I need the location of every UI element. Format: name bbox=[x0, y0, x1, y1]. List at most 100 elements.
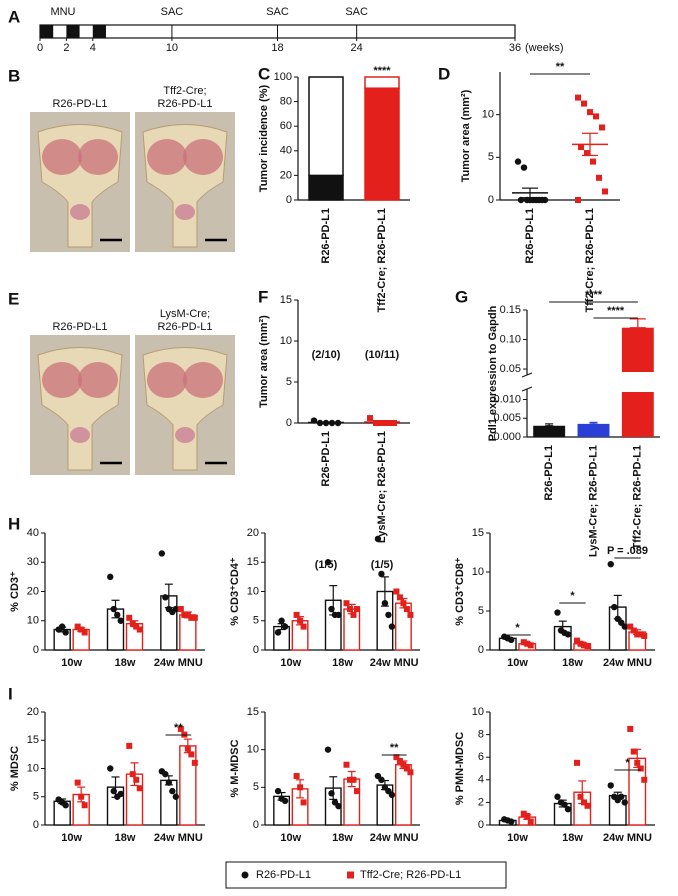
data-point bbox=[581, 642, 587, 649]
y-tick-label: 15 bbox=[472, 527, 484, 539]
data-point bbox=[564, 805, 572, 813]
mnu-label: MNU bbox=[50, 6, 75, 18]
legend-label: R26-PD-L1 bbox=[256, 869, 311, 881]
y-tick-label: 0.15 bbox=[500, 304, 521, 316]
data-point bbox=[527, 642, 534, 649]
data-point bbox=[78, 626, 85, 633]
data-point bbox=[403, 606, 410, 613]
y-tick-label: 10 bbox=[472, 566, 484, 578]
data-point bbox=[524, 812, 531, 819]
data-point bbox=[385, 611, 392, 619]
legend-marker bbox=[241, 871, 249, 879]
data-point bbox=[107, 573, 114, 581]
y-tick-label: 4 bbox=[478, 774, 484, 786]
data-point bbox=[621, 799, 628, 806]
y-tick-label: 100 bbox=[274, 71, 292, 83]
legend-box bbox=[225, 861, 507, 889]
annotation: P = .089 bbox=[607, 545, 648, 557]
data-point bbox=[191, 614, 198, 621]
x-tick-label: LysM-Cre; R26-PD-L1 bbox=[587, 445, 599, 557]
x-tick-label: 18 bbox=[271, 42, 283, 54]
data-point bbox=[393, 588, 400, 595]
y-axis-label: % PMN-MDSC bbox=[454, 732, 466, 805]
tissue-red bbox=[147, 139, 187, 175]
data-point bbox=[181, 611, 188, 618]
x-tick-label: 18w bbox=[332, 657, 353, 669]
data-point bbox=[126, 614, 133, 621]
panel-label: E bbox=[8, 289, 19, 308]
data-point bbox=[575, 197, 581, 203]
bar bbox=[621, 392, 654, 437]
data-point bbox=[328, 605, 335, 613]
data-point bbox=[188, 614, 195, 621]
data-point bbox=[129, 771, 136, 778]
data-point bbox=[136, 785, 143, 792]
data-point bbox=[611, 603, 618, 611]
y-tick-label: 0 bbox=[33, 644, 39, 656]
x-tick-label: 10w bbox=[507, 832, 528, 844]
bar bbox=[621, 327, 654, 372]
data-point bbox=[177, 606, 184, 613]
data-point bbox=[274, 787, 282, 795]
data-point bbox=[343, 761, 350, 768]
data-point bbox=[165, 779, 173, 786]
data-point bbox=[607, 561, 614, 568]
y-axis-label: Pdl1 expression to Gapdh bbox=[487, 305, 499, 441]
y-tick-label: 10 bbox=[247, 585, 259, 597]
data-point bbox=[527, 818, 534, 825]
y-tick-label: 15 bbox=[27, 734, 39, 746]
data-point bbox=[561, 801, 568, 808]
data-point bbox=[58, 623, 66, 630]
y-tick-label: 5 bbox=[488, 151, 494, 163]
y-axis-label: % CD3⁺CD4⁺ bbox=[229, 557, 241, 626]
data-point bbox=[117, 790, 124, 798]
x-tick-label: R26-PD-L1 bbox=[320, 431, 332, 487]
data-point bbox=[388, 791, 396, 799]
tissue-red bbox=[183, 362, 223, 398]
annotation: * bbox=[625, 757, 630, 769]
data-point bbox=[81, 629, 88, 636]
data-point bbox=[162, 594, 169, 601]
photo-caption: R26-PD-L1 bbox=[157, 98, 212, 110]
y-axis-label: % MDSC bbox=[9, 746, 21, 791]
data-point bbox=[627, 725, 634, 732]
data-point bbox=[607, 782, 614, 789]
data-point bbox=[554, 793, 561, 800]
data-point bbox=[535, 196, 543, 204]
photo bbox=[135, 335, 235, 475]
data-point bbox=[508, 636, 515, 644]
y-tick-label: 6 bbox=[478, 751, 484, 763]
x-tick-label: Tff2-Cre; R26-PD-L1 bbox=[584, 208, 596, 313]
data-point bbox=[520, 639, 527, 646]
y-tick-label: 40 bbox=[27, 527, 39, 539]
data-point bbox=[378, 570, 385, 578]
data-point bbox=[324, 559, 332, 566]
data-point bbox=[110, 605, 117, 613]
x-tick-label: 10 bbox=[166, 42, 178, 54]
photo-caption: Tff2-Cre; bbox=[163, 85, 206, 97]
data-point bbox=[577, 793, 584, 800]
y-axis-label: % M-MDSC bbox=[229, 739, 241, 797]
category-note: (2/10) bbox=[312, 349, 341, 361]
data-point bbox=[172, 793, 180, 800]
photo-caption: R26-PD-L1 bbox=[52, 321, 107, 333]
data-point bbox=[177, 725, 184, 732]
data-point bbox=[630, 627, 637, 634]
data-point bbox=[78, 793, 85, 800]
data-point bbox=[184, 611, 191, 618]
photo bbox=[135, 112, 235, 252]
x-tick-label: 24w MNU bbox=[370, 832, 419, 844]
data-point bbox=[400, 761, 407, 768]
y-tick-label: 30 bbox=[27, 556, 39, 568]
x-tick-label: R26-PD-L1 bbox=[524, 208, 536, 264]
bar bbox=[533, 425, 566, 437]
x-tick-label: R26-PD-L1 bbox=[543, 445, 555, 501]
bar bbox=[179, 745, 197, 826]
panel-label: A bbox=[8, 7, 20, 26]
data-point bbox=[62, 629, 69, 636]
data-point bbox=[508, 818, 515, 825]
panel-label: I bbox=[8, 684, 13, 703]
annotation: ** bbox=[390, 742, 399, 754]
y-tick-label: 0 bbox=[286, 417, 292, 429]
data-point bbox=[347, 606, 353, 613]
